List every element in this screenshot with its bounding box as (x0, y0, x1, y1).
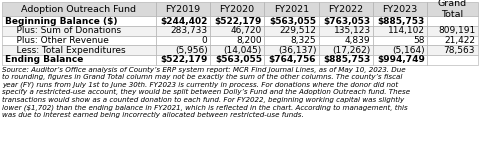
Text: $522,179: $522,179 (215, 17, 262, 26)
Text: $563,055: $563,055 (269, 17, 316, 26)
Bar (427, 26, 478, 36)
Bar (264, 55, 319, 65)
Text: FY2020: FY2020 (219, 5, 255, 14)
Bar (319, 55, 373, 65)
Bar (210, 45, 264, 55)
Bar (156, 26, 210, 36)
Bar (210, 26, 264, 36)
Text: Plus: Other Revenue: Plus: Other Revenue (5, 36, 109, 45)
Bar (427, 2, 478, 16)
Bar (2, 36, 156, 45)
Text: 58: 58 (414, 36, 425, 45)
Bar (319, 45, 373, 55)
Bar (156, 36, 210, 45)
Bar (373, 45, 427, 55)
Text: Less: Total Expenditures: Less: Total Expenditures (5, 46, 126, 55)
Bar (210, 55, 264, 65)
Text: (5,956): (5,956) (175, 46, 207, 55)
Text: 114,102: 114,102 (388, 26, 425, 36)
Bar (427, 45, 478, 55)
Text: Source: Auditor’s Office analysis of County’s ERP system report: MCR Find Journa: Source: Auditor’s Office analysis of Cou… (2, 67, 410, 118)
Text: 0: 0 (202, 36, 207, 45)
Bar (156, 2, 210, 16)
Bar (210, 2, 264, 16)
Bar (319, 36, 373, 45)
Text: 229,512: 229,512 (279, 26, 316, 36)
Bar (373, 36, 427, 45)
Bar (2, 26, 156, 36)
Bar (373, 26, 427, 36)
Text: (36,137): (36,137) (278, 46, 316, 55)
Bar (427, 55, 478, 65)
Bar (427, 36, 478, 45)
Bar (264, 36, 319, 45)
Bar (264, 26, 319, 36)
Bar (319, 26, 373, 36)
Bar (373, 16, 427, 26)
Text: FY2022: FY2022 (328, 5, 363, 14)
Bar (2, 16, 156, 26)
Bar (210, 36, 264, 45)
Text: 8,200: 8,200 (236, 36, 262, 45)
Text: FY2021: FY2021 (274, 5, 309, 14)
Text: Adoption Outreach Fund: Adoption Outreach Fund (22, 5, 136, 14)
Text: 8,325: 8,325 (291, 36, 316, 45)
Text: $994,749: $994,749 (377, 56, 425, 64)
Text: 135,123: 135,123 (334, 26, 371, 36)
Text: 78,563: 78,563 (444, 46, 475, 55)
Bar (373, 55, 427, 65)
Text: (14,045): (14,045) (224, 46, 262, 55)
Bar (2, 45, 156, 55)
Bar (156, 45, 210, 55)
Text: (5,164): (5,164) (393, 46, 425, 55)
Text: $763,053: $763,053 (324, 17, 371, 26)
Text: 46,720: 46,720 (230, 26, 262, 36)
Bar (319, 16, 373, 26)
Text: 21,422: 21,422 (444, 36, 475, 45)
Text: $885,753: $885,753 (324, 56, 371, 64)
Text: 283,733: 283,733 (170, 26, 207, 36)
Bar (427, 16, 478, 26)
Text: $563,055: $563,055 (215, 56, 262, 64)
Text: Beginning Balance ($): Beginning Balance ($) (5, 17, 118, 26)
Text: $885,753: $885,753 (378, 17, 425, 26)
Text: 809,191: 809,191 (438, 26, 475, 36)
Bar (2, 55, 156, 65)
Text: Ending Balance: Ending Balance (5, 56, 84, 64)
Bar (264, 16, 319, 26)
Bar (156, 16, 210, 26)
Text: FY2019: FY2019 (165, 5, 200, 14)
Text: 4,839: 4,839 (345, 36, 371, 45)
Bar (156, 55, 210, 65)
Text: Plus: Sum of Donations: Plus: Sum of Donations (5, 26, 121, 36)
Text: (17,262): (17,262) (333, 46, 371, 55)
Text: $764,756: $764,756 (269, 56, 316, 64)
Text: FY2023: FY2023 (383, 5, 418, 14)
Text: $244,402: $244,402 (160, 17, 207, 26)
Text: $522,179: $522,179 (160, 56, 207, 64)
Bar (2, 2, 156, 16)
Bar (373, 2, 427, 16)
Bar (264, 2, 319, 16)
Bar (210, 16, 264, 26)
Bar (319, 2, 373, 16)
Bar (264, 45, 319, 55)
Text: Grand
Total: Grand Total (438, 0, 467, 19)
